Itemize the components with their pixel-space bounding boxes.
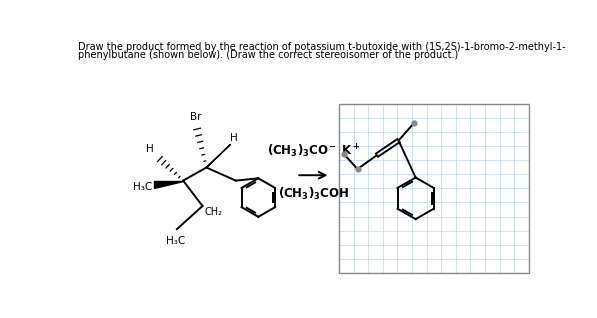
Text: $\mathbf{(CH_3)_3CO^-\ K^+}$: $\mathbf{(CH_3)_3CO^-\ K^+}$ [267, 142, 360, 160]
Text: H₃C: H₃C [166, 236, 185, 246]
Bar [339, 104, 529, 273]
Text: H₃C: H₃C [133, 182, 152, 192]
Polygon shape [207, 144, 230, 168]
Polygon shape [155, 181, 183, 188]
Text: H: H [146, 144, 153, 155]
Text: Draw the product formed by the reaction of potassium t-butoxide with (1S,2S)-1-b: Draw the product formed by the reaction … [78, 42, 565, 52]
Text: H: H [230, 133, 238, 143]
Text: phenylbutane (shown below). (Draw the correct stereoisomer of the product.): phenylbutane (shown below). (Draw the co… [78, 51, 458, 60]
Text: $\mathbf{(CH_3)_3COH}$: $\mathbf{(CH_3)_3COH}$ [278, 186, 349, 202]
Text: Br: Br [190, 112, 201, 122]
Text: CH₂: CH₂ [205, 207, 223, 217]
